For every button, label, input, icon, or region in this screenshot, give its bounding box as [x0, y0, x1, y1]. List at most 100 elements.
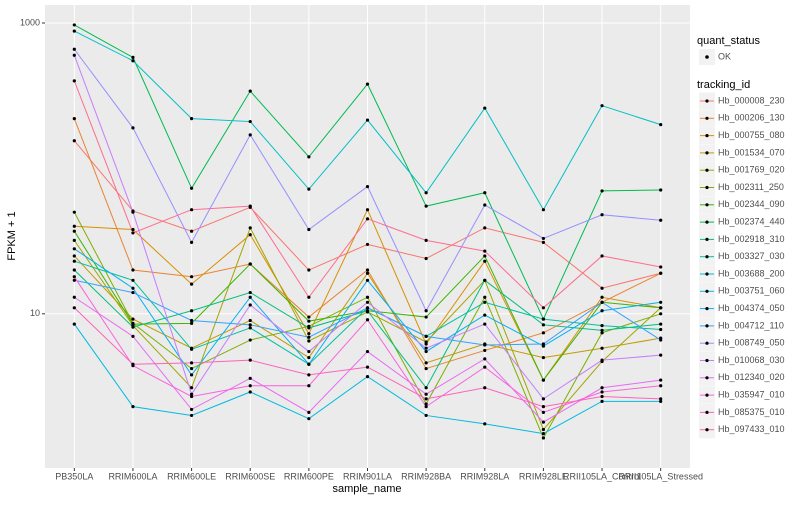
point: [659, 399, 663, 403]
legend-point: [705, 203, 709, 207]
point: [131, 405, 135, 409]
point: [307, 373, 311, 377]
legend-label: OK: [718, 51, 731, 61]
point: [659, 306, 663, 310]
point: [365, 82, 370, 86]
point: [248, 133, 252, 137]
point: [424, 349, 428, 354]
legend-point: [705, 134, 709, 138]
point: [307, 410, 311, 414]
point: [248, 358, 252, 362]
point: [424, 392, 428, 396]
point: [307, 268, 311, 272]
point: [659, 265, 663, 269]
point: [541, 323, 546, 327]
point: [659, 327, 663, 332]
point: [72, 224, 76, 228]
point: [541, 236, 546, 241]
x-tick-label: RRIM928LA: [460, 471, 509, 481]
legend-point: [705, 307, 709, 311]
legend-point: [705, 324, 709, 328]
point: [365, 208, 370, 212]
point: [600, 104, 604, 108]
point: [600, 300, 604, 304]
point: [248, 323, 252, 327]
point: [189, 347, 194, 351]
point: [72, 210, 76, 214]
legend-label: Hb_002344_090: [718, 199, 785, 209]
point: [72, 306, 76, 310]
legend-point: [705, 358, 709, 363]
point: [248, 326, 252, 330]
point: [307, 155, 311, 159]
legend-label: Hb_008749_050: [718, 338, 785, 348]
point: [424, 309, 428, 313]
point: [189, 386, 194, 390]
point: [483, 226, 487, 230]
point: [541, 306, 546, 310]
point: [541, 436, 546, 440]
point: [307, 295, 311, 299]
point: [189, 229, 194, 233]
point: [600, 254, 604, 258]
point: [365, 217, 370, 221]
point: [307, 335, 311, 339]
point: [248, 233, 252, 237]
legend-point: [705, 99, 709, 103]
point: [307, 315, 311, 319]
point: [365, 300, 370, 304]
point: [307, 339, 311, 343]
point: [365, 318, 370, 322]
point: [307, 332, 311, 336]
point: [365, 271, 370, 275]
point: [72, 259, 76, 263]
point: [72, 247, 76, 251]
x-tick-label: RRIM928LE: [519, 471, 568, 481]
point: [659, 353, 663, 357]
point: [248, 338, 252, 342]
point: [659, 300, 663, 304]
point: [131, 325, 135, 329]
point: [131, 278, 135, 282]
point: [189, 407, 194, 412]
point: [600, 328, 604, 332]
point: [189, 413, 194, 418]
point: [365, 309, 370, 313]
x-tick-label: RRIM600LA: [108, 471, 157, 481]
point: [600, 386, 604, 390]
y-tick-label: 10: [30, 308, 40, 318]
x-tick-label: RRII105LA_Control: [563, 471, 641, 481]
point: [189, 318, 194, 323]
point: [541, 405, 546, 409]
legend-point: [705, 168, 709, 172]
point: [424, 402, 428, 406]
point: [483, 348, 487, 353]
point: [365, 306, 370, 310]
legend-label: Hb_004712_110: [718, 320, 784, 330]
point: [659, 188, 663, 192]
point: [131, 322, 135, 326]
point: [541, 342, 546, 346]
point: [659, 378, 663, 382]
point: [131, 227, 135, 232]
point: [424, 204, 428, 208]
point: [541, 208, 546, 212]
point: [307, 362, 311, 366]
point: [72, 23, 76, 27]
legend-point: [705, 341, 709, 345]
point: [600, 390, 604, 394]
x-tick-label: RRIM901LA: [343, 471, 392, 481]
point: [483, 254, 487, 258]
point: [131, 362, 135, 366]
point: [131, 126, 135, 130]
point: [307, 349, 311, 354]
point: [72, 254, 76, 258]
point: [365, 118, 370, 122]
point: [72, 278, 76, 282]
point: [248, 376, 252, 380]
point: [131, 290, 135, 295]
point: [600, 213, 604, 217]
x-tick-label: RRIM600SE: [225, 471, 275, 481]
point: [189, 282, 194, 286]
point: [424, 340, 428, 344]
